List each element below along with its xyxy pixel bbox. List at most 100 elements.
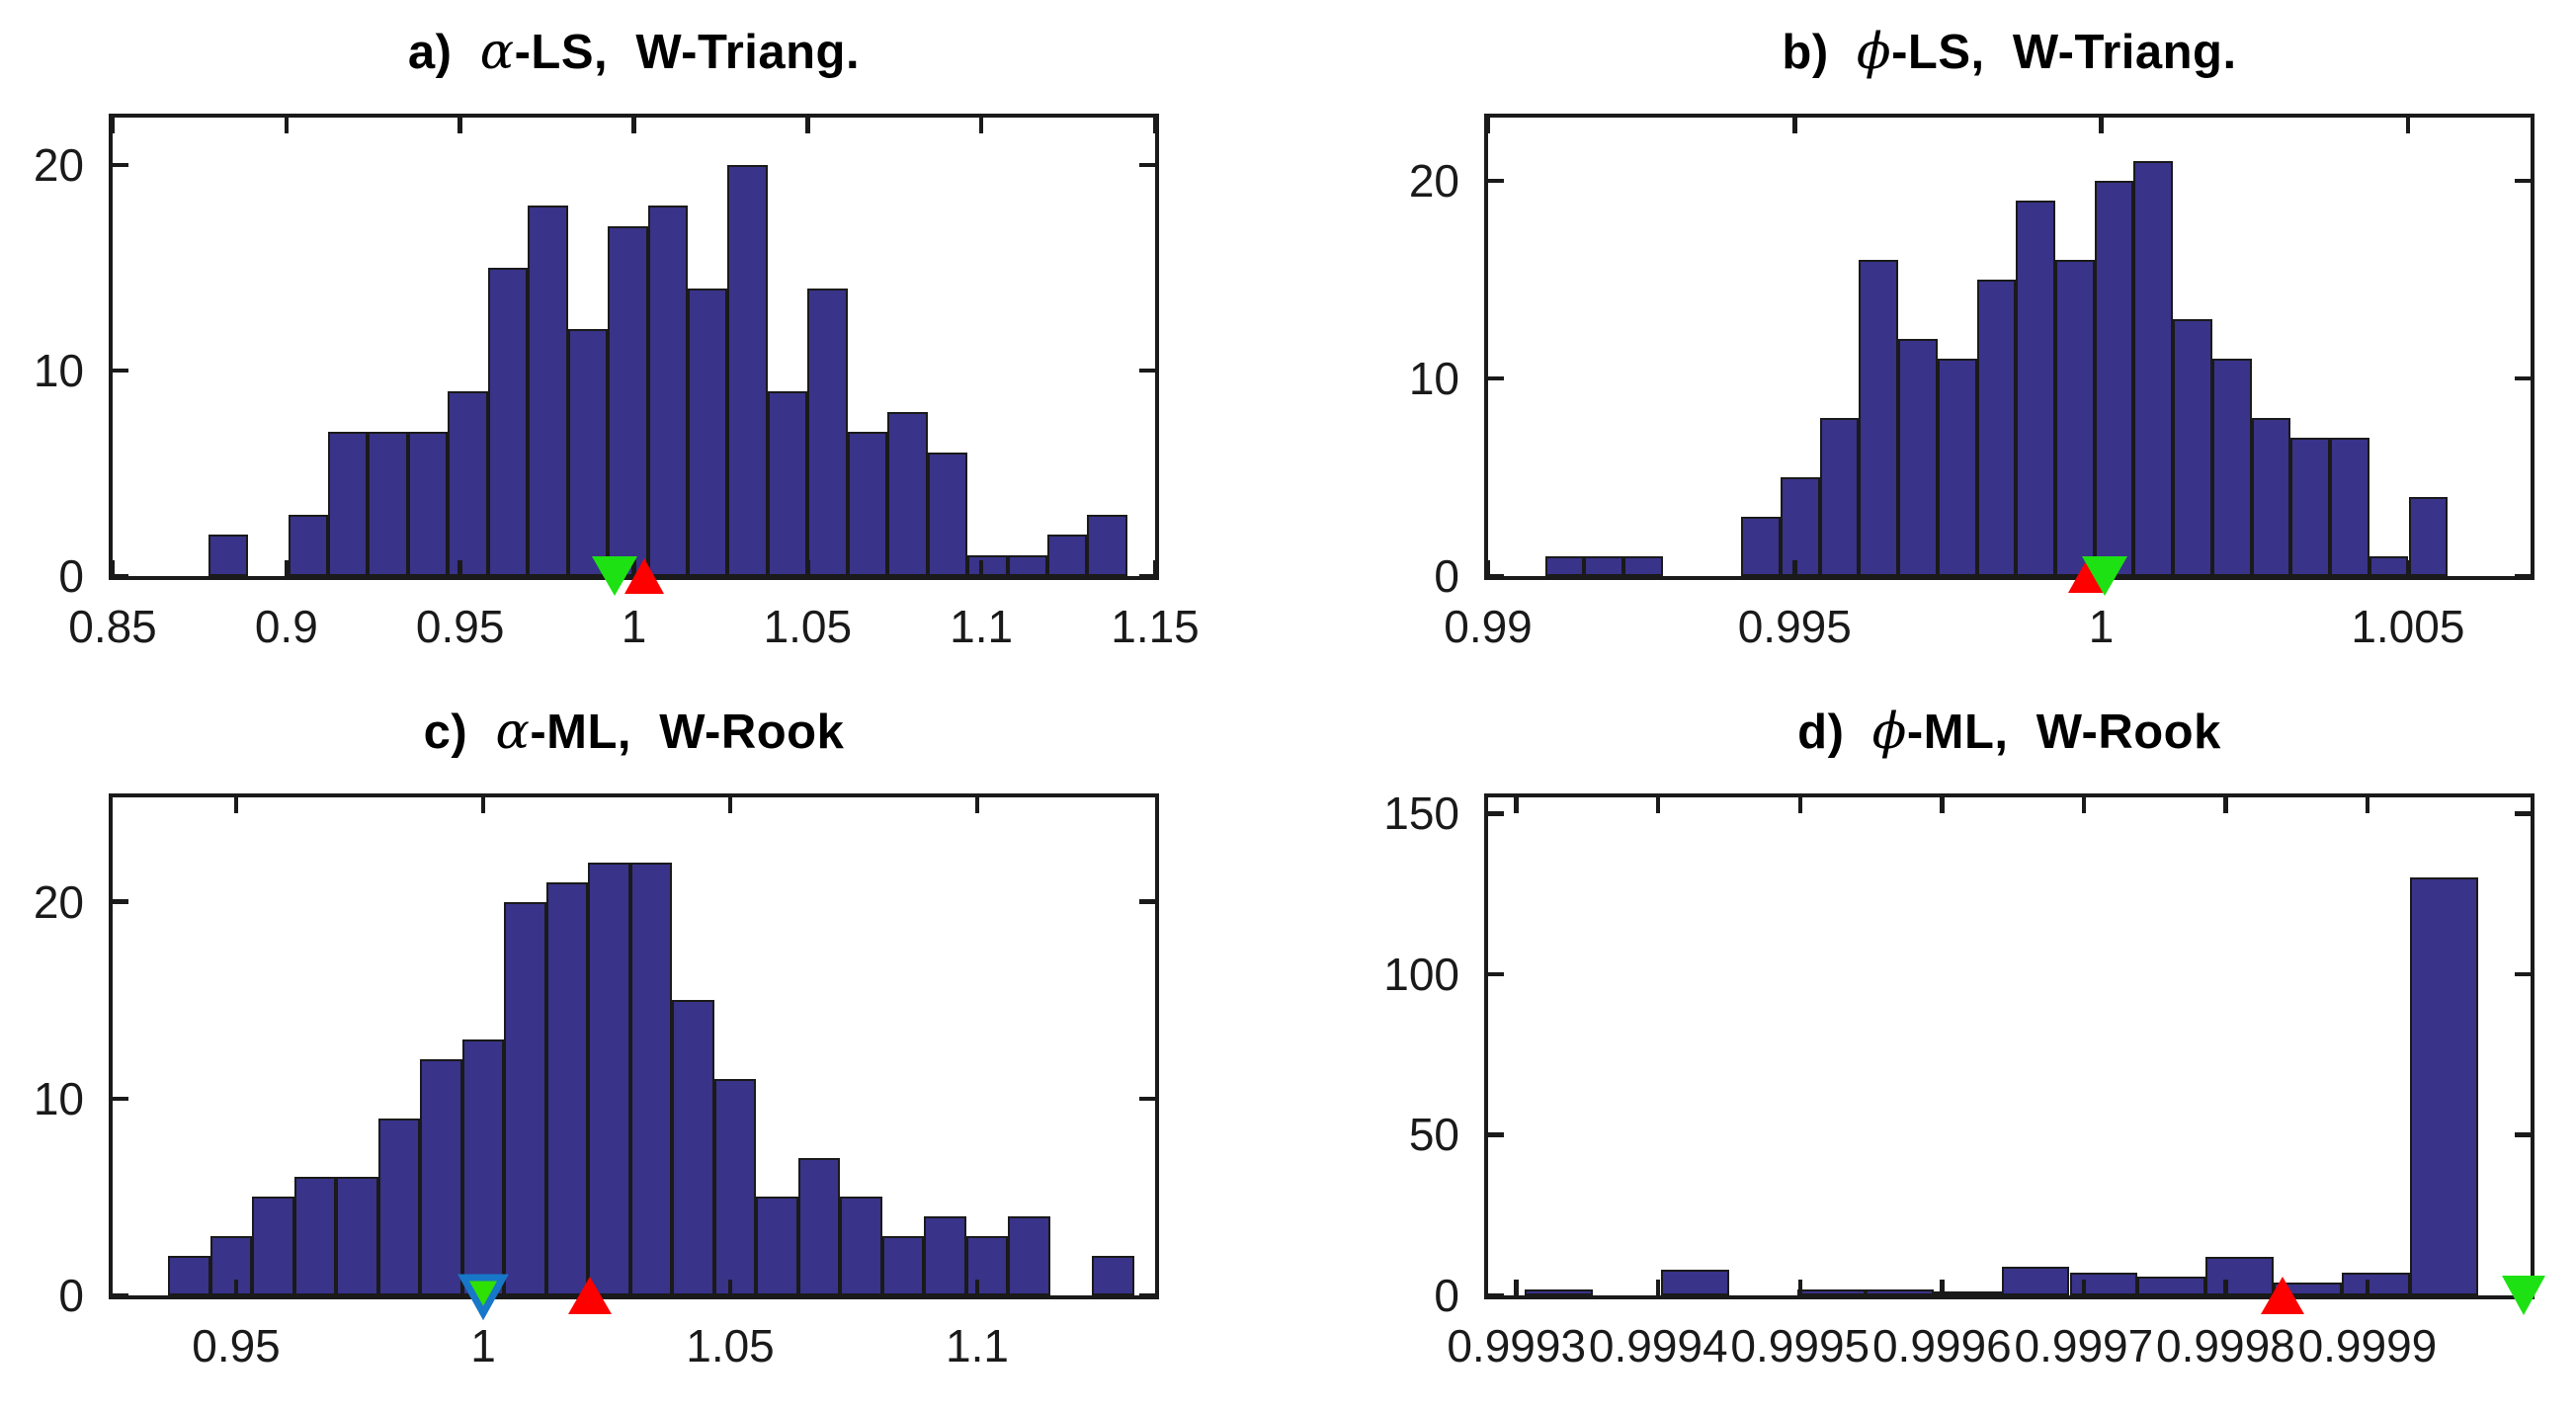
y-tick-left	[113, 899, 128, 904]
histogram-bar	[887, 411, 928, 576]
y-tick-left	[113, 573, 128, 579]
x-tick-bottom	[1792, 560, 1797, 576]
y-tick-label: 0	[1434, 1270, 1459, 1321]
x-tick-top	[2223, 797, 2228, 813]
title-text-segment: c)	[423, 706, 496, 759]
x-tick-label: 1	[470, 1320, 496, 1371]
x-tick-label: 0.95	[415, 601, 505, 652]
x-tick-label: 1.1	[950, 601, 1014, 652]
histogram-bar	[2069, 1273, 2138, 1295]
x-tick-label: 0.9998	[2156, 1320, 2295, 1371]
x-tick-top	[2365, 797, 2370, 813]
y-tick-label: 10	[33, 1072, 84, 1124]
green-down-triangle-marker	[2081, 556, 2127, 596]
x-tick-top	[727, 797, 733, 813]
plot-box-d	[1484, 793, 2545, 1315]
histogram-bar	[209, 1236, 252, 1295]
histogram-bar	[2409, 877, 2478, 1295]
x-tick-bottom	[974, 1280, 980, 1295]
y-tick-right	[1139, 1292, 1155, 1298]
x-tick-label: 0.9995	[1730, 1320, 1870, 1371]
x-tick-top	[1655, 797, 1661, 813]
title-text-segment: b)	[1782, 26, 1857, 79]
histogram-bar	[1046, 535, 1088, 576]
histogram-bar	[807, 288, 848, 576]
histogram-bar	[2251, 418, 2291, 576]
histogram-bar	[545, 881, 588, 1295]
histogram-bar	[1937, 359, 1977, 576]
greek-symbol: ϕ	[1871, 703, 1907, 761]
histogram-bar	[1661, 1270, 1729, 1295]
x-tick-label: 0.95	[192, 1320, 281, 1371]
histogram-bar	[407, 432, 449, 576]
y-tick-label: 20	[1408, 155, 1459, 207]
histogram-bar	[2205, 1256, 2275, 1295]
histogram-bar	[881, 1236, 924, 1295]
x-tick-bottom	[1485, 560, 1491, 576]
x-tick-top	[805, 118, 810, 133]
x-tick-top	[1485, 118, 1491, 133]
histogram-bar	[1584, 556, 1624, 576]
x-tick-label: 1	[2088, 601, 2115, 652]
histogram-bar	[924, 1216, 966, 1295]
y-tick-right	[1139, 368, 1155, 374]
greek-symbol: ϕ	[1856, 23, 1892, 81]
x-tick-top	[631, 118, 636, 133]
title-text-segment: d)	[1797, 706, 1872, 759]
y-tick-right	[2515, 1132, 2531, 1137]
x-tick-bottom	[110, 560, 116, 576]
histogram-bar	[1859, 260, 1899, 576]
x-tick-label: 1.1	[946, 1320, 1009, 1371]
histogram-bar	[567, 329, 609, 576]
x-tick-label: 0.9996	[1871, 1320, 2012, 1371]
histogram-bar	[713, 1078, 756, 1295]
histogram-bar	[2016, 201, 2056, 576]
x-tick-bottom	[284, 560, 290, 576]
histogram-bar	[2408, 497, 2449, 576]
histogram-bar	[847, 432, 888, 576]
histogram-bar	[840, 1197, 882, 1295]
histogram-bar	[504, 901, 546, 1295]
greek-symbol: α	[495, 703, 531, 761]
y-tick-right	[2515, 375, 2531, 381]
y-tick-right	[1139, 573, 1155, 579]
histogram-bar	[1544, 556, 1585, 576]
histogram-bar	[2330, 438, 2369, 576]
y-tick-left	[113, 368, 128, 374]
y-tick-label: 50	[1408, 1109, 1459, 1161]
plot-box-c	[109, 793, 1159, 1321]
histogram-bar	[2133, 161, 2174, 576]
x-tick-bottom	[1940, 1280, 1945, 1295]
green-down-triangle-marker	[2501, 1276, 2545, 1315]
y-tick-left	[1488, 1292, 1504, 1298]
title-text-segment: -LS, W-Triang.	[1891, 26, 2237, 79]
histogram-bar	[252, 1197, 294, 1295]
histogram-bar	[1092, 1256, 1134, 1295]
histogram-bar	[1819, 418, 1860, 576]
histogram-bar	[1933, 1291, 2002, 1295]
x-tick-label: 1	[621, 601, 647, 652]
x-tick-bottom	[978, 560, 984, 576]
red-up-triangle-marker	[567, 1277, 612, 1314]
histogram-bar	[1781, 477, 1820, 576]
histogram-bar	[293, 1177, 336, 1295]
x-tick-top	[1152, 118, 1158, 133]
histogram-bar	[965, 1236, 1008, 1295]
histogram-bar	[967, 555, 1008, 576]
x-tick-top	[2081, 797, 2087, 813]
plot-area-c	[113, 797, 1155, 1321]
y-tick-label: 0	[1434, 550, 1459, 602]
histogram-bar	[2368, 556, 2409, 576]
histogram-bar	[1898, 339, 1938, 576]
y-tick-label: 0	[58, 1270, 84, 1321]
histogram-bar	[767, 390, 808, 576]
x-tick-top	[1797, 797, 1803, 813]
y-tick-right	[2515, 971, 2531, 977]
x-tick-bottom	[457, 560, 462, 576]
histogram-bar	[1865, 1288, 1934, 1295]
histogram-bar	[368, 432, 408, 576]
histogram-bar	[1525, 1288, 1594, 1295]
histogram-bar	[1741, 517, 1781, 576]
y-tick-right	[2515, 178, 2531, 184]
y-tick-left	[113, 1096, 128, 1102]
